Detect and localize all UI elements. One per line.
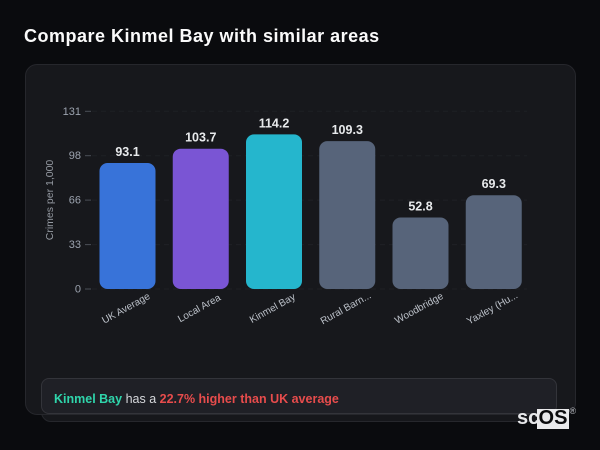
svg-text:Local Area: Local Area xyxy=(176,292,223,325)
svg-text:93.1: 93.1 xyxy=(115,145,139,159)
svg-text:UK Average: UK Average xyxy=(100,291,152,327)
svg-text:131: 131 xyxy=(63,106,81,118)
svg-text:98: 98 xyxy=(69,150,81,162)
svg-text:Crimes per 1,000: Crimes per 1,000 xyxy=(44,160,56,241)
svg-text:Kinmel Bay: Kinmel Bay xyxy=(248,292,298,326)
svg-text:109.3: 109.3 xyxy=(332,123,363,137)
svg-text:103.7: 103.7 xyxy=(185,131,216,145)
svg-text:52.8: 52.8 xyxy=(408,200,432,214)
svg-text:Woodbridge: Woodbridge xyxy=(393,291,446,327)
svg-text:66: 66 xyxy=(69,195,81,207)
svg-text:Rural Barn...: Rural Barn... xyxy=(319,290,373,327)
svg-text:69.3: 69.3 xyxy=(482,177,506,191)
svg-text:0: 0 xyxy=(75,284,81,296)
svg-text:33: 33 xyxy=(69,239,81,251)
svg-text:114.2: 114.2 xyxy=(259,116,290,130)
svg-text:Yaxley (Hu...: Yaxley (Hu... xyxy=(465,290,520,327)
